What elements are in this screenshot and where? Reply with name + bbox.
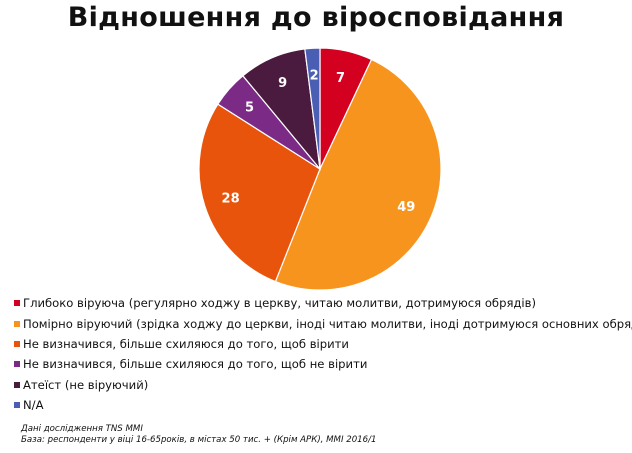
legend-item-na: N/A — [14, 395, 632, 415]
legend-item-moderately-religious: Помірно віруючий (зрідка ходжу до церкви… — [14, 313, 632, 333]
legend-label: Атеїст (не віруючий) — [23, 377, 149, 392]
legend-label: N/A — [23, 398, 44, 413]
source-line-1: Дані дослідження TNS MMI — [21, 424, 143, 434]
source-note: Дані дослідження TNS MMI База: респонден… — [21, 424, 376, 446]
legend-swatch — [14, 361, 20, 368]
data-label-moderately-religious: 49 — [397, 200, 415, 215]
pie-slice-na — [304, 47, 321, 170]
chart-title: Відношення до віросповідання — [67, 2, 565, 33]
data-label-undecided-lean-believe: 28 — [222, 192, 240, 207]
source-line-2: База: респонденти у віці 16-65років, в м… — [21, 435, 377, 445]
pie-slice-moderately-religious — [274, 58, 442, 291]
legend-item-undecided-lean-believe: Не визначився, більше схиляюся до того, … — [14, 334, 632, 354]
legend-swatch — [14, 300, 20, 307]
pie-slice-undecided-lean-believe — [198, 103, 321, 283]
data-label-deeply-religious: 7 — [336, 71, 345, 86]
data-label-na: 2 — [310, 69, 319, 84]
data-label-atheist: 9 — [278, 76, 287, 91]
legend-label: Не визначився, більше схиляюся до того, … — [23, 336, 349, 351]
legend-swatch — [14, 320, 20, 327]
legend-label: Глибоко віруюча (регулярно ходжу в церкв… — [23, 296, 537, 311]
legend-swatch — [14, 340, 20, 347]
legend-label: Не визначився, більше схиляюся до того, … — [23, 357, 368, 372]
data-label-undecided-lean-not-believe: 5 — [245, 100, 254, 115]
legend-item-deeply-religious: Глибоко віруюча (регулярно ходжу в церкв… — [14, 293, 632, 313]
legend-item-undecided-lean-not-believe: Не визначився, більше схиляюся до того, … — [14, 354, 632, 374]
legend-item-atheist: Атеїст (не віруючий) — [14, 375, 632, 395]
legend-swatch — [14, 381, 20, 388]
legend-swatch — [14, 402, 20, 409]
chart-legend: Глибоко віруюча (регулярно ходжу в церкв… — [14, 293, 632, 415]
legend-label: Помірно віруючий (зрідка ходжу до церкви… — [23, 316, 632, 331]
